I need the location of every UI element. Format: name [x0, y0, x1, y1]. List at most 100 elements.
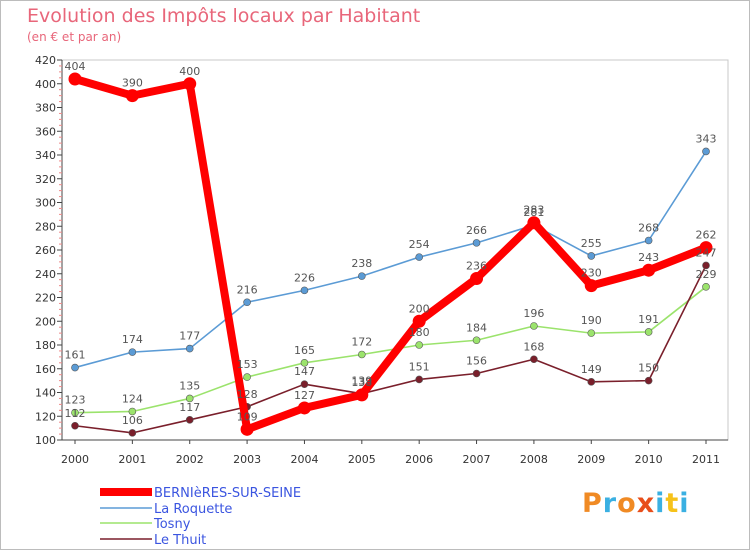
data-label: 390 — [122, 77, 143, 90]
data-point — [415, 375, 423, 384]
y-tick-label: 140 — [35, 387, 56, 400]
y-tick-label: 300 — [35, 197, 56, 210]
data-label: 266 — [466, 224, 487, 237]
chart-subtitle: (en € et par an) — [27, 30, 122, 44]
x-tick-label: 2003 — [233, 453, 261, 466]
data-point — [128, 407, 137, 416]
data-label: 156 — [466, 355, 487, 368]
data-label: 138 — [351, 376, 372, 389]
data-label: 174 — [122, 333, 143, 346]
data-label: 196 — [523, 307, 544, 320]
chart-title: Evolution des Impôts locaux par Habitant — [27, 5, 421, 27]
data-label: 165 — [294, 344, 315, 357]
logo-letter: x — [636, 488, 656, 519]
data-point — [128, 429, 137, 437]
data-label: 127 — [294, 389, 315, 402]
data-point — [71, 408, 79, 417]
data-label: 229 — [696, 268, 717, 281]
data-label: 238 — [351, 257, 372, 270]
y-tick-label: 160 — [35, 363, 56, 376]
data-point — [527, 216, 541, 230]
x-tick-label: 2001 — [118, 453, 146, 466]
data-point — [644, 328, 653, 336]
series-line-1 — [74, 151, 707, 369]
data-point — [587, 378, 596, 386]
data-point — [128, 348, 137, 356]
x-tick-label: 2004 — [290, 453, 318, 466]
data-point — [300, 286, 309, 295]
data-label: 128 — [237, 388, 258, 401]
data-point — [587, 329, 596, 337]
data-label: 281 — [523, 206, 544, 219]
data-label: 109 — [237, 410, 258, 423]
y-tick-label: 240 — [35, 268, 56, 281]
legend-label: BERNIèRES-SUR-SEINE — [154, 486, 301, 501]
data-point — [415, 341, 423, 349]
legend-label: Tosny — [153, 517, 191, 532]
logo-letter: t — [665, 488, 680, 519]
data-point — [412, 314, 426, 328]
data-label: 172 — [351, 336, 372, 349]
plot-area — [61, 59, 729, 441]
data-label: 404 — [65, 60, 86, 73]
data-point — [472, 239, 481, 247]
data-point — [587, 252, 596, 260]
x-tick-label: 2002 — [176, 453, 204, 466]
data-point — [355, 388, 369, 402]
data-point — [644, 236, 653, 245]
series-line-0 — [73, 75, 708, 434]
data-point — [185, 394, 194, 403]
x-tick-label: 2000 — [61, 453, 89, 466]
logo-letter: r — [602, 488, 618, 519]
data-label: 343 — [696, 132, 717, 145]
data-label: 190 — [581, 314, 602, 327]
data-label: 243 — [638, 251, 659, 264]
data-point — [125, 89, 139, 103]
data-point — [358, 272, 366, 280]
data-label: 153 — [237, 358, 258, 371]
data-label: 112 — [65, 407, 86, 420]
data-point — [300, 359, 309, 367]
y-tick-label: 100 — [35, 434, 56, 447]
data-point — [415, 253, 423, 261]
y-tick-label: 360 — [35, 125, 56, 138]
y-tick-label: 400 — [35, 78, 56, 91]
data-label: 184 — [466, 321, 487, 334]
data-label: 161 — [65, 349, 86, 362]
data-label: 191 — [638, 313, 659, 326]
data-label: 124 — [122, 393, 143, 406]
y-tick-label: 120 — [35, 410, 56, 423]
data-point — [71, 421, 79, 430]
data-label: 117 — [179, 401, 200, 414]
data-point — [71, 363, 79, 372]
y-tick-label: 220 — [35, 292, 56, 305]
legend-label: La Roquette — [154, 502, 232, 517]
data-point — [702, 261, 710, 270]
logo-letter: o — [617, 488, 637, 519]
data-label: 226 — [294, 271, 315, 284]
logo-letter: i — [655, 488, 666, 519]
data-label: 236 — [466, 260, 487, 273]
x-tick-label: 2011 — [692, 453, 720, 466]
logo-letter: i — [679, 488, 690, 519]
data-label: 400 — [179, 65, 200, 78]
data-point — [300, 380, 309, 388]
data-point — [642, 263, 656, 277]
y-tick-label: 180 — [35, 339, 56, 352]
data-label: 123 — [65, 394, 86, 407]
data-point — [702, 283, 710, 291]
data-point — [297, 401, 311, 415]
data-point — [240, 422, 254, 436]
y-tick-label: 260 — [35, 244, 56, 257]
y-tick-label: 320 — [35, 173, 56, 186]
data-label: 216 — [237, 283, 258, 296]
legend-label: Le Thuit — [154, 533, 206, 548]
data-point — [702, 147, 710, 156]
data-label: 106 — [122, 414, 143, 427]
series-line-2 — [74, 286, 707, 414]
data-point — [470, 272, 484, 285]
x-tick-label: 2009 — [577, 453, 605, 466]
data-point — [185, 416, 194, 424]
data-point — [530, 355, 538, 364]
data-label: 283 — [523, 204, 544, 217]
